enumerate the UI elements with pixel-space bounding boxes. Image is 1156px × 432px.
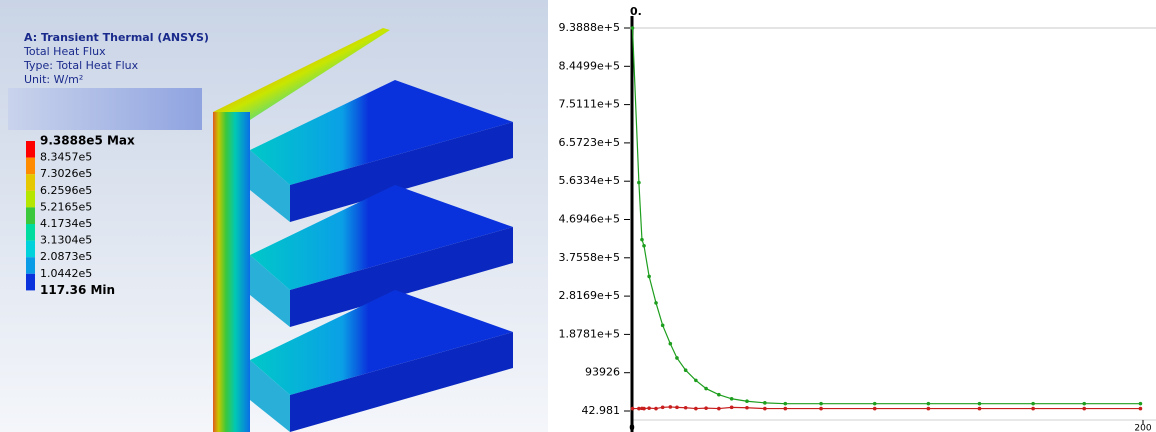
y-tick-label: 9.3888e+5: [559, 21, 620, 34]
legend-label: 9.3888e5 Max: [40, 134, 135, 148]
data-point: [647, 406, 651, 410]
data-point: [640, 238, 644, 242]
data-point: [763, 401, 767, 405]
data-point: [1139, 407, 1143, 411]
legend-label: 6.2596e5: [40, 184, 92, 197]
y-tick-label: 5.6334e+5: [559, 174, 620, 187]
data-point: [1031, 407, 1035, 411]
data-point: [978, 407, 982, 411]
wall-front: [213, 112, 250, 432]
panel-line: Unit: W/m²: [24, 73, 83, 86]
data-point: [784, 407, 788, 411]
chart-area: [548, 0, 1156, 432]
panel-title: A: Transient Thermal (ANSYS): [24, 31, 209, 44]
legend-label: 7.3026e5: [40, 167, 92, 180]
y-tick-label: 3.7558e+5: [559, 251, 620, 264]
data-point: [669, 342, 673, 346]
legend-swatch: [26, 224, 35, 241]
y-tick-label: 8.4499e+5: [559, 59, 620, 72]
data-point: [661, 324, 665, 328]
screen: A: Transient Thermal (ANSYS) Total Heat …: [0, 0, 1156, 432]
y-tick-label: 2.8169e+5: [559, 289, 620, 302]
data-point: [1031, 402, 1035, 406]
y-tick-label: 4.6946e+5: [559, 213, 620, 226]
data-point: [637, 181, 641, 185]
data-point: [927, 407, 931, 411]
data-point: [631, 407, 635, 411]
data-point: [978, 402, 982, 406]
data-point: [642, 407, 646, 411]
x-tick-label: 0: [629, 424, 635, 432]
data-point: [684, 368, 688, 372]
data-point: [927, 402, 931, 406]
data-point: [730, 406, 734, 410]
data-point: [1082, 407, 1086, 411]
data-point: [819, 402, 823, 406]
data-point: [654, 301, 658, 305]
data-point: [654, 407, 658, 411]
panel-line: Total Heat Flux: [23, 45, 106, 58]
data-point: [717, 407, 721, 411]
y-tick-label: 6.5723e+5: [559, 136, 620, 149]
data-point: [675, 406, 679, 410]
data-point: [669, 405, 673, 409]
data-point: [873, 407, 877, 411]
legend-label: 5.2165e5: [40, 200, 92, 213]
data-point: [704, 406, 708, 410]
legend-swatch: [26, 207, 35, 224]
data-point: [1082, 402, 1086, 406]
data-point: [675, 356, 679, 360]
data-point: [745, 406, 749, 410]
data-point: [717, 393, 721, 397]
data-point: [1139, 402, 1143, 406]
y-tick-label: 93926: [585, 366, 620, 379]
legend-swatch: [26, 141, 35, 158]
legend-swatch: [26, 174, 35, 191]
data-point: [704, 387, 708, 391]
data-point: [873, 402, 877, 406]
data-point: [745, 399, 749, 403]
blurred-region: [8, 88, 202, 130]
legend-swatch: [26, 257, 35, 274]
legend-label: 3.1304e5: [40, 234, 92, 247]
legend-swatch: [26, 191, 35, 208]
data-point: [730, 397, 734, 401]
legend-label: 4.1734e5: [40, 217, 92, 230]
y-tick-label: 1.8781e+5: [559, 327, 620, 340]
data-point: [661, 406, 665, 410]
x-tick-label: 200: [1134, 424, 1151, 432]
legend-swatch: [26, 274, 35, 291]
axis-top-label: 0.: [630, 5, 642, 18]
legend-label: 117.36 Min: [40, 283, 115, 297]
data-point: [694, 407, 698, 411]
legend-label: 1.0442e5: [40, 267, 92, 280]
legend-label: 8.3457e5: [40, 151, 92, 164]
data-point: [684, 406, 688, 410]
panel-line: Type: Total Heat Flux: [23, 59, 139, 72]
legend-label: 2.0873e5: [40, 250, 92, 263]
legend-swatch: [26, 158, 35, 175]
data-point: [819, 407, 823, 411]
data-point: [637, 407, 641, 411]
y-tick-label: 42.981: [582, 404, 621, 417]
data-point: [763, 407, 767, 411]
data-point: [694, 379, 698, 383]
data-point: [647, 275, 651, 279]
y-tick-label: 7.5111e+5: [559, 98, 620, 111]
data-point: [631, 26, 635, 30]
legend-swatch: [26, 241, 35, 258]
data-point: [784, 402, 788, 406]
data-point: [642, 244, 646, 248]
